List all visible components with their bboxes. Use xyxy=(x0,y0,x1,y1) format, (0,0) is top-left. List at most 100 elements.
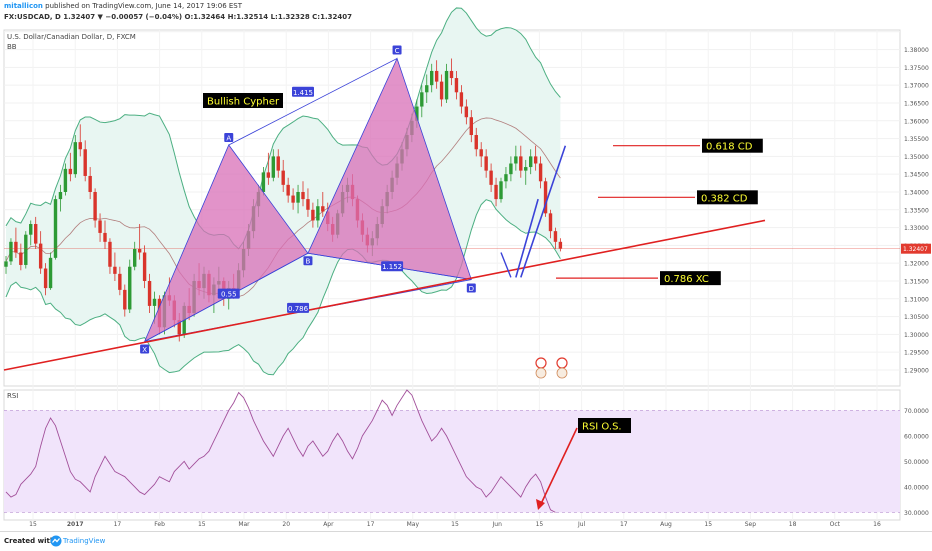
x-tick-label: 20 xyxy=(282,521,290,528)
ratio-label: 0.786 xyxy=(288,305,309,313)
point-marker-a xyxy=(224,132,234,142)
candle-body xyxy=(459,92,464,107)
candle-body xyxy=(316,206,320,221)
candle-body xyxy=(137,248,142,253)
x-tick-label: 15 xyxy=(451,521,459,528)
y-tick-label: 1.35000 xyxy=(904,154,929,161)
rsi-tick-label: 30.0000 xyxy=(904,510,929,517)
candle-body xyxy=(281,170,285,185)
y-tick-label: 1.33000 xyxy=(904,225,929,232)
rsi-tick-label: 70.0000 xyxy=(904,408,929,415)
target-label: 0.786 XC xyxy=(664,274,709,285)
rsi-band xyxy=(4,410,900,513)
axes: 1.38000 1.37500 1.37000 1.36500 1.36000 1.355… xyxy=(7,33,931,528)
candle-body xyxy=(449,70,454,79)
candle-body xyxy=(14,241,18,253)
point-marker-d xyxy=(466,283,476,293)
candle-body xyxy=(489,170,493,185)
candle-body xyxy=(19,252,23,265)
point-label-d: D xyxy=(469,285,474,293)
rsi-arrow xyxy=(539,427,578,507)
candle-body xyxy=(499,181,503,200)
target-label: 0.618 CD xyxy=(706,142,753,153)
point-label-a: A xyxy=(226,134,231,142)
point-marker-b xyxy=(303,256,313,266)
publish-line: mitallicon published on TradingView.com,… xyxy=(4,2,242,11)
candle-body xyxy=(529,156,533,168)
ratio-badge xyxy=(287,302,310,313)
point-label-b: B xyxy=(306,258,311,266)
chart-header: mitallicon published on TradingView.com,… xyxy=(0,0,932,28)
x-tick-label: 16 xyxy=(873,521,881,528)
pattern-title-box xyxy=(203,93,283,108)
candle-body xyxy=(543,181,548,214)
indicator-label: BB xyxy=(7,43,17,51)
point-marker-x xyxy=(140,344,150,354)
candle-body xyxy=(454,78,459,93)
x-tick-label: 17 xyxy=(367,521,375,528)
tradingview-brand-link[interactable]: TradingView xyxy=(63,537,106,545)
candle-body xyxy=(425,85,429,93)
candle-body xyxy=(142,252,147,281)
candle-body xyxy=(177,320,181,335)
event-flag-icon xyxy=(535,357,547,369)
candle-body xyxy=(415,106,419,121)
x-tick-label: Aug xyxy=(660,521,672,528)
candle-body xyxy=(38,243,43,269)
ratio-label: 1.415 xyxy=(293,89,313,97)
candle-body xyxy=(152,298,157,306)
ratio-badge xyxy=(292,86,314,97)
candle-body xyxy=(9,241,13,262)
candle-body xyxy=(504,174,508,182)
x-tick-label: 2017 xyxy=(67,521,84,528)
rsi-arrow-head xyxy=(536,499,545,510)
candle-body xyxy=(420,92,424,107)
earnings-icon xyxy=(535,367,547,379)
candle-body xyxy=(103,232,107,242)
x-tick-label: Oct xyxy=(830,521,841,528)
candle-body xyxy=(118,273,122,290)
x-tick-label: Jul xyxy=(577,521,586,528)
target-label-box xyxy=(660,271,721,286)
rsi-tick-label: 60.0000 xyxy=(904,433,929,440)
candle-body xyxy=(43,268,48,289)
candle-body xyxy=(291,195,295,203)
candle-body xyxy=(479,149,483,157)
candle-body xyxy=(464,106,469,118)
arrow-up-382 xyxy=(515,198,539,278)
y-tick-label: 1.36000 xyxy=(904,118,929,125)
candle-body xyxy=(73,142,77,175)
candle-body xyxy=(34,224,38,244)
point-label-c: C xyxy=(395,47,400,55)
author-link[interactable]: mitallicon xyxy=(4,2,43,10)
candle-body xyxy=(524,167,528,171)
candle-body xyxy=(261,172,266,192)
rsi-tick-label: 50.0000 xyxy=(904,459,929,466)
candle-body xyxy=(83,149,87,176)
x-tick-label: 17 xyxy=(620,521,628,528)
candle-body xyxy=(93,191,97,221)
candle-body xyxy=(29,224,33,235)
y-tick-label: 1.35500 xyxy=(904,136,929,143)
rsi-pane-title: RSI xyxy=(7,392,18,400)
y-tick-label: 1.37000 xyxy=(904,83,929,90)
candle-body xyxy=(123,289,127,310)
candle-body xyxy=(63,168,68,192)
ratio-label: 0.55 xyxy=(221,291,237,299)
support-trend-line xyxy=(3,219,766,371)
tradingview-logo-icon[interactable] xyxy=(50,535,62,547)
candle-body xyxy=(147,280,152,306)
arrow-down-to-d xyxy=(500,252,512,278)
footer-bar: Created with TradingView xyxy=(0,531,932,551)
arrow-up-618 xyxy=(520,145,567,278)
x-tick-label: May xyxy=(407,521,420,528)
x-tick-label: Mar xyxy=(238,521,250,528)
x-tick-label: 17 xyxy=(114,521,122,528)
candle-body xyxy=(519,156,523,171)
candle-body xyxy=(439,81,444,100)
y-tick-label: 1.33500 xyxy=(904,207,929,214)
annotations: 0.618 CD 0.382 CD 0.786 XC Bullish Cypher RS… xyxy=(203,93,763,510)
candle-body xyxy=(321,206,325,212)
candle-body xyxy=(276,156,280,171)
